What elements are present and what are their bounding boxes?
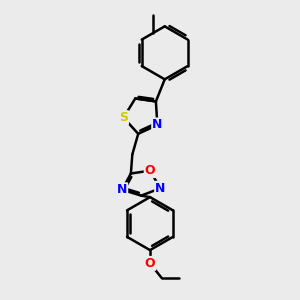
Text: N: N xyxy=(117,183,127,196)
Text: S: S xyxy=(119,111,128,124)
Text: N: N xyxy=(152,118,163,131)
Text: O: O xyxy=(145,257,155,270)
Text: N: N xyxy=(155,182,166,195)
Text: O: O xyxy=(145,164,155,177)
